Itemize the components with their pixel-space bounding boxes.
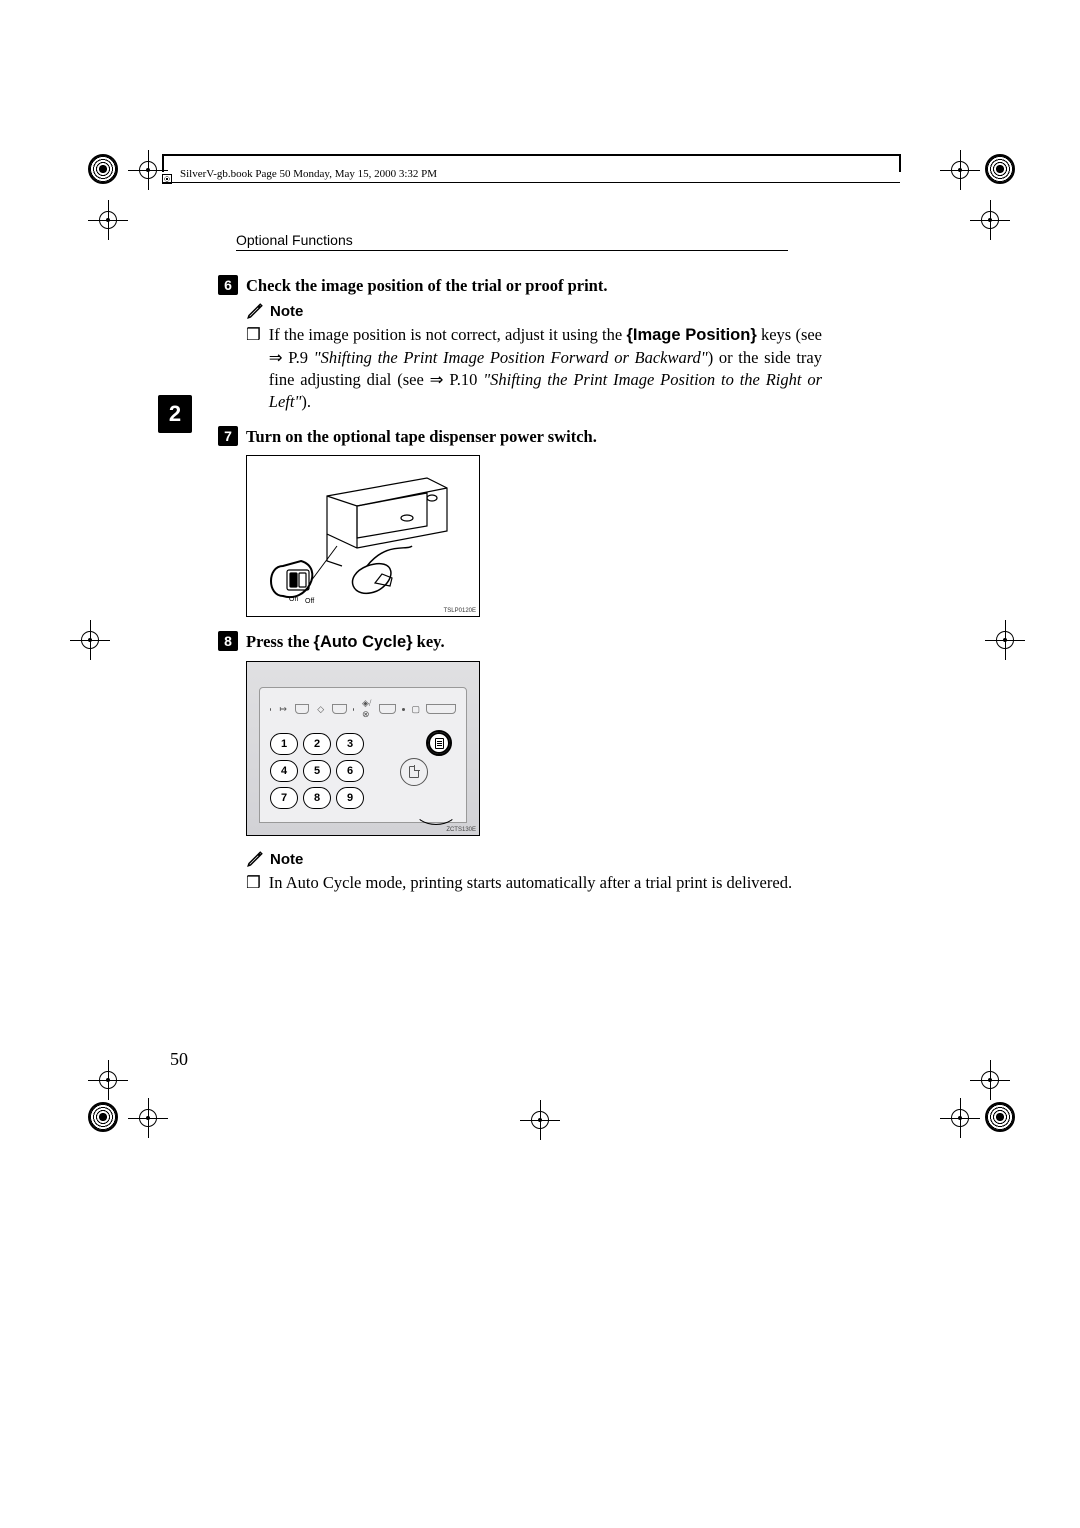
off-label: Off — [305, 598, 314, 605]
step-8: 8 Press the {Auto Cycle} key. — [218, 631, 822, 653]
note-1-head: Note — [246, 302, 822, 320]
key-label: Image Position — [633, 326, 750, 344]
reg-tl-big — [88, 154, 118, 184]
numkey: 2 — [303, 733, 331, 755]
numkey: 5 — [303, 760, 331, 782]
step-num-8: 8 — [218, 631, 238, 651]
numkey: 3 — [336, 733, 364, 755]
t: Press the — [246, 632, 314, 651]
numpad: 1 2 3 4 5 6 7 8 9 — [270, 733, 364, 809]
note-2-item: ❒ In Auto Cycle mode, printing starts au… — [246, 872, 822, 894]
t: P.9 — [283, 348, 314, 367]
numkey: 9 — [336, 787, 364, 809]
illus-code: TSLP0120E — [444, 608, 476, 614]
t: key. — [413, 632, 445, 651]
reg-br-dot — [951, 1109, 969, 1127]
reg-ml-dot — [99, 211, 117, 229]
note-2-body: ❒ In Auto Cycle mode, printing starts au… — [246, 872, 822, 894]
panel-top-row: ↦ ◇ ◈/⊗ ▢ — [260, 688, 466, 726]
numkey: 1 — [270, 733, 298, 755]
reg-bl-dot — [139, 1109, 157, 1127]
header-text: SilverV-gb.book Page 50 Monday, May 15, … — [180, 168, 437, 180]
note-1-item: ❒ If the image position is not correct, … — [246, 324, 822, 413]
reg-mid-r-dot — [996, 631, 1014, 649]
section-rule — [236, 250, 788, 251]
auto-cycle-button — [426, 730, 452, 756]
note-2-head: Note — [246, 850, 822, 868]
note-label: Note — [270, 851, 303, 868]
header-bar: SilverV-gb.book Page 50 Monday, May 15, … — [162, 168, 900, 183]
arrow-icon: ⇒ — [269, 348, 283, 367]
reg-tr-dot — [951, 161, 969, 179]
note-1-para: If the image position is not correct, ad… — [269, 324, 822, 413]
step-6: 6 Check the image position of the trial … — [218, 275, 822, 296]
dispenser-svg: On Off — [247, 456, 481, 618]
step-num-6: 6 — [218, 275, 238, 295]
numkey: 7 — [270, 787, 298, 809]
section-heading: Optional Functions — [236, 232, 353, 248]
step-7: 7 Turn on the optional tape dispenser po… — [218, 426, 822, 447]
page-number: 50 — [170, 1049, 188, 1070]
reg-bl-big — [88, 1102, 118, 1132]
step-7-text: Turn on the optional tape dispenser powe… — [246, 426, 597, 447]
illustration-control-panel: ↦ ◇ ◈/⊗ ▢ 1 2 3 4 5 6 7 8 9 — [246, 661, 480, 836]
reg-bot-c-dot — [531, 1111, 549, 1129]
arc — [414, 795, 458, 825]
rule-vert — [899, 154, 901, 172]
note-2: Note ❒ In Auto Cycle mode, printing star… — [246, 850, 822, 894]
reg-mid-l-dot — [81, 631, 99, 649]
reg-tr-big — [985, 154, 1015, 184]
note-1-body: ❒ If the image position is not correct, … — [246, 324, 822, 413]
step-6-text: Check the image position of the trial or… — [246, 275, 607, 296]
note-2-para: In Auto Cycle mode, printing starts auto… — [269, 872, 792, 894]
numkey: 6 — [336, 760, 364, 782]
rule-top — [162, 154, 899, 156]
arrow-icon: ⇒ — [430, 370, 444, 389]
note-label: Note — [270, 303, 303, 320]
t: keys (see — [757, 325, 822, 344]
reg-bl2-dot — [99, 1071, 117, 1089]
content-block: 6 Check the image position of the trial … — [218, 275, 822, 907]
chapter-tab: 2 — [158, 395, 192, 433]
t: P.10 — [444, 370, 484, 389]
reg-mr-dot — [981, 211, 999, 229]
page: SilverV-gb.book Page 50 Monday, May 15, … — [0, 0, 1080, 1528]
bullet-icon: ❒ — [246, 324, 261, 413]
pencil-icon — [246, 302, 264, 320]
on-label: On — [289, 596, 298, 603]
key-label: Auto Cycle — [320, 633, 406, 651]
reg-br2-dot — [981, 1071, 999, 1089]
note-1: Note ❒ If the image position is not corr… — [246, 302, 822, 413]
ref-title: "Shifting the Print Image Position Forwa… — [314, 348, 708, 367]
illus-code: ZCTS130E — [446, 827, 476, 833]
numkey: 8 — [303, 787, 331, 809]
reg-br-big — [985, 1102, 1015, 1132]
t: If the image position is not correct, ad… — [269, 325, 627, 344]
step-8-text: Press the {Auto Cycle} key. — [246, 631, 445, 653]
bullet-icon: ❒ — [246, 872, 261, 894]
illustration-tape-dispenser: On Off TSLP0120E — [246, 455, 480, 617]
t: ). — [301, 392, 311, 411]
panel: ↦ ◇ ◈/⊗ ▢ 1 2 3 4 5 6 7 8 9 — [259, 687, 467, 823]
doc-button — [400, 758, 428, 786]
step-num-7: 7 — [218, 426, 238, 446]
reg-tl-dot — [139, 161, 157, 179]
numkey: 4 — [270, 760, 298, 782]
pencil-icon — [246, 850, 264, 868]
